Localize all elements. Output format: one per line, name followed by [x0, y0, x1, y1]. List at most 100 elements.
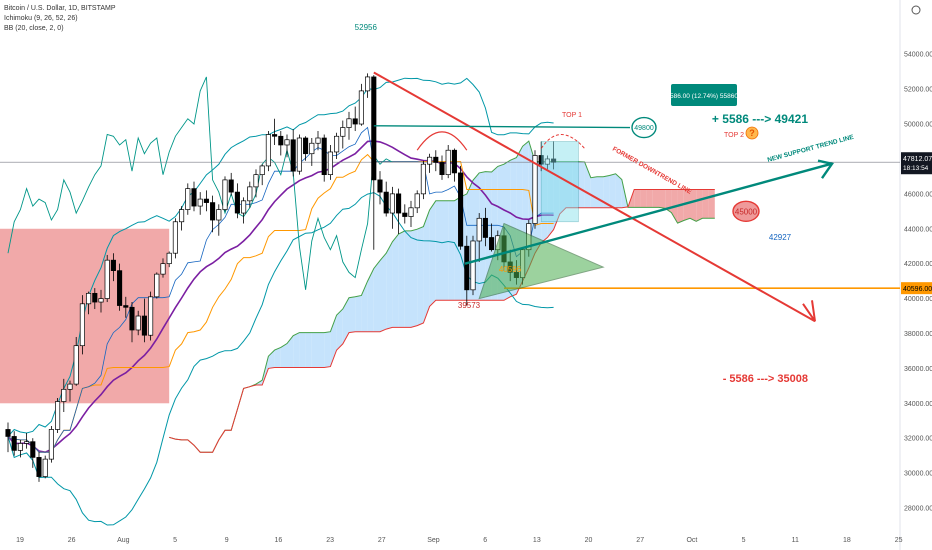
- candle-body: [458, 172, 464, 247]
- candle-body: [327, 151, 333, 176]
- low-label: 39573: [458, 301, 481, 310]
- circle-45000: [732, 200, 760, 223]
- candle-body: [17, 443, 23, 451]
- cloud-segment: [652, 189, 659, 208]
- cloud-segment: [572, 161, 579, 208]
- cloud-segment: [398, 230, 405, 328]
- candle-body: [451, 149, 457, 174]
- candle-body: [48, 429, 54, 460]
- cloud-segment: [659, 189, 666, 209]
- candle-body: [470, 240, 476, 291]
- settings-gear-icon[interactable]: [911, 5, 921, 15]
- current-price-badge: [901, 152, 932, 175]
- candle-body: [253, 174, 259, 188]
- candle-body: [389, 193, 395, 214]
- x-tick-label: Oct: [686, 537, 697, 544]
- kijun-sen: [7, 153, 554, 453]
- cloud-segment: [553, 161, 560, 230]
- new-support-trend-line: [464, 163, 831, 265]
- candle-body: [482, 217, 488, 238]
- x-tick-label: 27: [378, 537, 386, 544]
- x-tick-label: 5: [742, 537, 746, 544]
- cloud-segment: [336, 309, 343, 351]
- candle-body: [30, 441, 36, 458]
- cloud-segment: [355, 295, 362, 332]
- candle-body: [247, 186, 253, 202]
- bollinger-lower: [7, 192, 554, 526]
- bollinger-upper: [7, 77, 554, 437]
- y-tick-label: 34000.00: [904, 401, 932, 408]
- candle-body: [427, 156, 433, 165]
- candle-body: [36, 457, 42, 477]
- candle-body: [290, 139, 296, 172]
- cloud-segment: [566, 161, 573, 208]
- former-downtrend-line: [373, 71, 816, 323]
- x-tick-label: 16: [275, 537, 283, 544]
- x-tick-label: 20: [585, 537, 593, 544]
- cloud-segment: [541, 161, 548, 243]
- y-tick-label: 36000.00: [904, 366, 932, 373]
- cloud-segment: [578, 161, 585, 208]
- candle-body: [110, 259, 116, 271]
- candle-body: [197, 198, 203, 207]
- candle-body: [67, 383, 73, 390]
- top2-label: TOP 2: [724, 132, 744, 139]
- candle-body: [61, 388, 67, 402]
- top1-arc: [416, 131, 468, 151]
- ichimoku-indicator-label[interactable]: Ichimoku (9, 26, 52, 26): [4, 15, 78, 22]
- target-up-label: + 5586 ---> 49421: [712, 112, 808, 126]
- x-tick-label: Aug: [117, 537, 130, 544]
- y-tick-label: 44000.00: [904, 226, 932, 233]
- candle-body: [104, 259, 110, 299]
- y-tick-label: 32000.00: [904, 436, 932, 443]
- chikou-span: [7, 76, 393, 290]
- candle-body: [172, 221, 178, 254]
- new-support-arrow: [817, 159, 835, 179]
- cloud-segment: [708, 189, 715, 219]
- candle-body: [532, 155, 538, 224]
- candle-body: [191, 188, 197, 207]
- bar-countdown-text: 18:13:54: [903, 165, 929, 172]
- candle-body: [396, 193, 402, 214]
- question-circle: [745, 126, 759, 140]
- y-tick-label: 54000.00: [904, 52, 932, 59]
- cloud-segment: [429, 200, 436, 307]
- arrow-to-49800: [373, 125, 631, 129]
- candle-body: [377, 179, 383, 193]
- symbol-title[interactable]: Bitcoin / U.S. Dollar, 1D, BITSTAMP: [4, 5, 116, 12]
- candle-body: [259, 165, 265, 176]
- candle-body: [5, 429, 11, 437]
- candle-body: [544, 158, 550, 165]
- x-tick-label: 18: [843, 537, 851, 544]
- bollinger-indicator-label[interactable]: BB (20, close, 2, 0): [4, 25, 64, 32]
- candle-body: [383, 191, 389, 214]
- cloud-segment: [442, 200, 449, 301]
- cloud-segment: [423, 209, 430, 324]
- candle-body: [210, 202, 216, 221]
- measure-range-box: [540, 141, 579, 223]
- x-tick-label: 13: [533, 537, 541, 544]
- cloud-segment: [305, 332, 312, 368]
- x-tick-label: 19: [16, 537, 24, 544]
- candle-body: [321, 137, 327, 176]
- candle-body: [222, 179, 228, 210]
- x-tick-label: 25: [895, 537, 903, 544]
- cloud-segment: [404, 230, 411, 328]
- price-axis-background: [900, 0, 932, 550]
- candle-body: [371, 76, 377, 181]
- level-price-text: 40596.00: [903, 286, 932, 293]
- candle-body: [346, 118, 352, 128]
- cloud-segment: [702, 189, 709, 219]
- candle-body: [433, 156, 439, 163]
- circle-45000-label: 45000: [735, 207, 758, 216]
- x-tick-label: 6: [483, 537, 487, 544]
- candle-body: [179, 209, 185, 223]
- y-tick-label: 38000.00: [904, 331, 932, 338]
- candle-body: [154, 273, 160, 298]
- candle-body: [284, 139, 290, 146]
- measure-badge-text: 5586.00 (12.74%) 558600: [666, 93, 742, 100]
- cloud-segment: [287, 335, 294, 368]
- candle-body: [117, 270, 123, 306]
- cloud-segment: [299, 332, 306, 368]
